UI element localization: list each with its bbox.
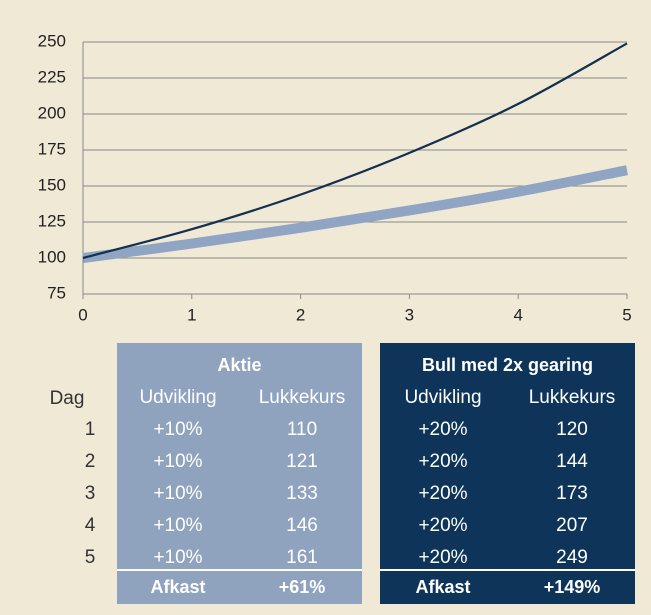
dag: 5	[85, 547, 96, 568]
dag: 4	[85, 515, 96, 536]
afkast-label: Afkast	[150, 577, 205, 597]
udvikling: +10%	[153, 451, 202, 472]
lukkekurs: 133	[286, 483, 318, 504]
lukkekurs: 249	[556, 547, 588, 568]
y-tick-label: 75	[47, 283, 66, 302]
dag: 2	[85, 451, 96, 472]
y-tick-label: 250	[38, 31, 66, 50]
y-tick-label: 125	[38, 211, 66, 230]
y-tick-label: 150	[38, 175, 66, 194]
lukkekurs: 207	[556, 515, 588, 536]
series-line	[82, 42, 628, 260]
lukkekurs: 161	[286, 547, 318, 568]
y-tick-label: 100	[38, 247, 66, 266]
column-header: Udvikling	[139, 387, 216, 408]
udvikling: +20%	[418, 483, 467, 504]
udvikling: +10%	[153, 483, 202, 504]
lukkekurs: 146	[286, 515, 318, 536]
udvikling: +10%	[153, 419, 202, 440]
afkast-value: +61%	[279, 577, 326, 597]
column-header: Lukkekurs	[259, 387, 346, 408]
udvikling: +20%	[418, 547, 467, 568]
y-tick-label: 175	[38, 139, 66, 158]
afkast-label: Afkast	[415, 577, 470, 597]
udvikling: +20%	[418, 419, 467, 440]
table-title: Aktie	[217, 355, 261, 375]
x-tick-label: 4	[513, 305, 522, 324]
series-line	[82, 165, 628, 263]
x-tick-label: 3	[405, 305, 414, 324]
column-header: Udvikling	[404, 387, 481, 408]
y-tick-label: 225	[38, 67, 66, 86]
x-tick-label: 5	[622, 305, 631, 324]
udvikling: +10%	[153, 547, 202, 568]
row-label: Dag	[50, 388, 85, 409]
dag: 1	[85, 419, 96, 440]
x-tick-label: 2	[296, 305, 305, 324]
aktie-panel	[117, 343, 362, 604]
y-tick-label: 200	[38, 103, 66, 122]
column-header: Lukkekurs	[529, 387, 616, 408]
udvikling: +20%	[418, 515, 467, 536]
lukkekurs: 144	[556, 451, 588, 472]
x-tick-label: 0	[78, 305, 87, 324]
udvikling: +20%	[418, 451, 467, 472]
lukkekurs: 121	[286, 451, 318, 472]
x-tick-label: 1	[187, 305, 196, 324]
lukkekurs: 120	[556, 419, 588, 440]
afkast-value: +149%	[544, 577, 601, 597]
lukkekurs: 173	[556, 483, 588, 504]
table-title: Bull med 2x gearing	[422, 355, 593, 375]
dag: 3	[85, 483, 96, 504]
udvikling: +10%	[153, 515, 202, 536]
bull-panel	[380, 343, 635, 604]
lukkekurs: 110	[287, 419, 317, 440]
